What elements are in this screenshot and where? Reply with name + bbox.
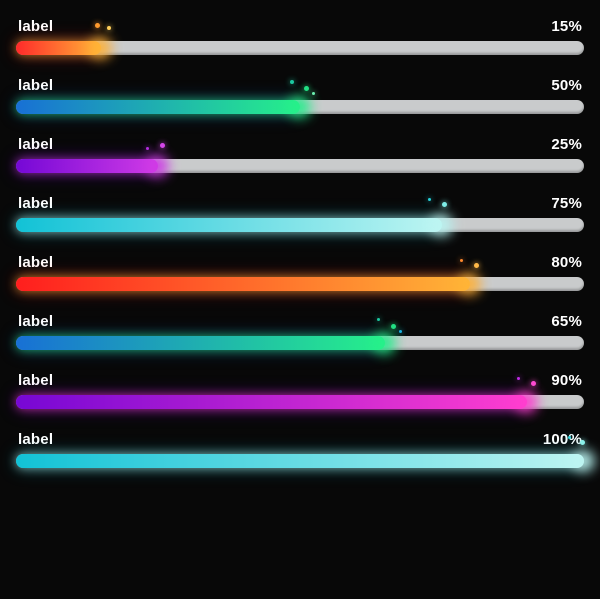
progress-bar-fill [16, 100, 300, 114]
progress-bar: label 80% [16, 254, 584, 291]
progress-bar-track [16, 159, 584, 173]
progress-bar-fill [16, 277, 470, 291]
progress-bar-header: label 100% [16, 431, 584, 448]
progress-bar-percent: 50% [551, 77, 582, 94]
progress-bar: label 75% [16, 195, 584, 232]
progress-bar-track [16, 277, 584, 291]
progress-bar-fill [16, 159, 158, 173]
progress-bar-percent: 75% [551, 195, 582, 212]
progress-bar-fill [16, 41, 101, 55]
progress-bar-fill [16, 218, 442, 232]
progress-bar-percent: 100% [543, 431, 582, 448]
progress-bar-fill [16, 454, 584, 468]
progress-bar-header: label 90% [16, 372, 584, 389]
progress-bar-label: label [18, 195, 53, 212]
progress-bar: label 90% [16, 372, 584, 409]
progress-bar-header: label 65% [16, 313, 584, 330]
progress-bar-header: label 75% [16, 195, 584, 212]
progress-bar-header: label 15% [16, 18, 584, 35]
progress-bar-percent: 90% [551, 372, 582, 389]
progress-bar: label 65% [16, 313, 584, 350]
progress-bar-track [16, 100, 584, 114]
progress-bar-label: label [18, 136, 53, 153]
progress-bar-header: label 80% [16, 254, 584, 271]
progress-bar-percent: 15% [551, 18, 582, 35]
progress-bar-fill [16, 395, 527, 409]
progress-bar-track [16, 336, 584, 350]
progress-bar-label: label [18, 254, 53, 271]
progress-bar-track [16, 395, 584, 409]
spark-dot [399, 330, 402, 333]
progress-bar-header: label 50% [16, 77, 584, 94]
progress-bar-label: label [18, 313, 53, 330]
progress-bar-header: label 25% [16, 136, 584, 153]
progress-bar-label: label [18, 18, 53, 35]
progress-bar-percent: 80% [551, 254, 582, 271]
progress-bar-track [16, 454, 584, 468]
progress-bar-label: label [18, 431, 53, 448]
progress-bar-percent: 65% [551, 313, 582, 330]
progress-bar: label 25% [16, 136, 584, 173]
progress-bar-label: label [18, 77, 53, 94]
progress-bar-fill [16, 336, 385, 350]
progress-bar-label: label [18, 372, 53, 389]
progress-bar-track [16, 41, 584, 55]
progress-bar-track [16, 218, 584, 232]
progress-bar-percent: 25% [551, 136, 582, 153]
progress-bar: label 50% [16, 77, 584, 114]
progress-bar: label 15% [16, 18, 584, 55]
progress-bars-list: label 15% label 50% label 25% label 75% label 80%… [16, 18, 584, 468]
progress-bar: label 100% [16, 431, 584, 468]
